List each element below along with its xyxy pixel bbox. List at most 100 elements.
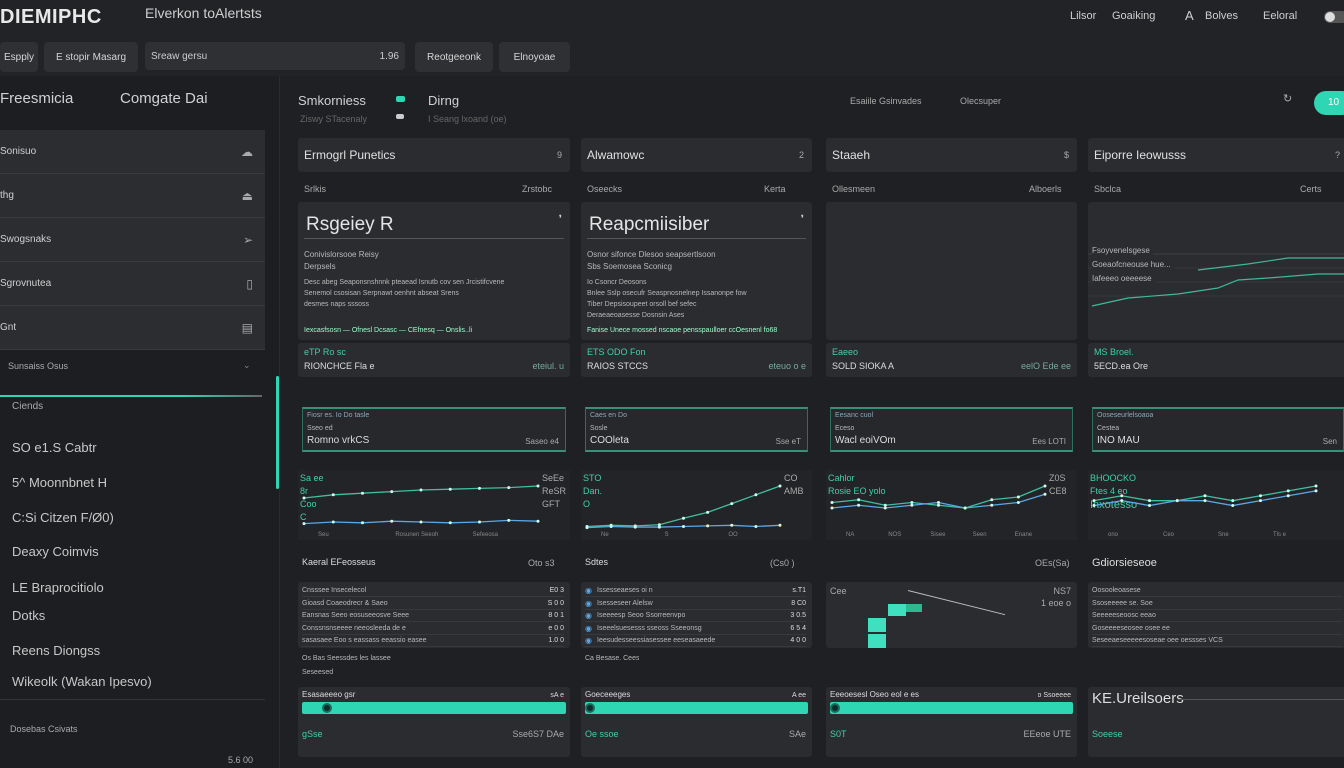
section-right: Oto s3 <box>528 558 555 568</box>
sidebar-list-item[interactable]: Reens Diongss <box>12 643 101 658</box>
pin-icon[interactable]: ❜ <box>558 214 562 225</box>
employee-button[interactable]: Elnoyoae <box>499 42 570 72</box>
series-line <box>1093 490 1317 507</box>
card-value: Reapcmiisiber <box>589 214 710 235</box>
layout-icon[interactable]: ▤ <box>241 320 253 335</box>
progress-foot-right: SAe <box>788 729 806 739</box>
progress-bar[interactable] <box>302 702 566 714</box>
data-point <box>778 484 782 488</box>
card-line: Tiber Depsisoupeet orsoll bef sefec <box>587 301 697 308</box>
nav-item-3[interactable]: A <box>1185 8 1194 23</box>
sidebar-list-item[interactable]: Dotks <box>12 608 46 623</box>
file-icon[interactable]: ▯ <box>246 276 253 291</box>
list-row[interactable]: Cnsssee Insecelecol E0 3 <box>302 585 564 597</box>
sidebar-item[interactable]: thg ⏏ <box>0 174 265 218</box>
series-line <box>1093 485 1317 502</box>
list-row[interactable]: Iseeelsuesesss sseoss Sseeonsg ◉ 6 5 4 <box>585 623 806 635</box>
data-point <box>682 524 685 528</box>
sidebar-item[interactable]: Swogsnaks ➢ <box>0 218 265 262</box>
report-button[interactable]: Reotgeeonk <box>415 42 493 72</box>
sidebar-list-item[interactable]: SO e1.S Cabtr <box>12 440 97 455</box>
section-note-2: Seseesed <box>302 669 334 676</box>
list-row-value: 4 0 0 <box>790 637 806 644</box>
progress-fill <box>302 702 566 714</box>
chart-axis-label: Z0S <box>1049 473 1066 483</box>
progress-handle[interactable] <box>322 703 332 713</box>
primary-action-button[interactable]: 10 <box>1314 91 1344 115</box>
upload-icon[interactable]: ⏏ <box>241 188 253 203</box>
card-footer: Eaeeo SOLD SIOKA A eelO Ede ee <box>826 343 1077 377</box>
footer-right: eteuo o e <box>768 361 806 371</box>
sidebar-list-item[interactable]: Wikeolk (Wakan Ipesvo) <box>12 674 152 689</box>
progress-handle[interactable] <box>585 703 595 713</box>
x-tick-label: Ne <box>601 532 609 538</box>
chart-label: Ftes 4 eo <box>1090 486 1128 496</box>
list-row[interactable]: Seeeeeseoosc eeao <box>1092 610 1342 622</box>
list-row[interactable]: Eansnas Seeo eosuseeosve Seee 8 0 1 <box>302 610 564 622</box>
footer-right: eelO Ede ee <box>1020 361 1071 371</box>
list-row[interactable]: Goseeeeseosee osee ee <box>1092 623 1342 635</box>
theme-toggle[interactable] <box>1324 11 1344 23</box>
header-link-1[interactable]: Esaiile Gsinvades <box>850 96 922 106</box>
nav-item-4[interactable]: Bolves <box>1205 10 1239 22</box>
chart-axis-label: SeEe <box>542 473 565 483</box>
sidebar-list-item[interactable]: C:Si Citzen F/Ø0) <box>12 510 114 525</box>
header-link-2[interactable]: Olecsuper <box>960 96 1002 106</box>
filter-button[interactable]: E stopir Masarg <box>44 42 138 72</box>
list-row[interactable]: Issesseaeses oi n ◉ s.T1 <box>585 585 806 597</box>
card-count: ? <box>1334 150 1340 160</box>
card-header[interactable]: Ermogrl Punetics 9 <box>298 138 570 172</box>
list-row-label: Eansnas Seeo eosuseeosve Seee <box>302 612 410 619</box>
footer-tag: eTP Ro sc <box>304 347 346 357</box>
search-input[interactable]: Sreaw gersu 1.96 <box>145 42 405 70</box>
app-logo: DIEMIPHC <box>0 6 102 28</box>
sidebar-list-item[interactable]: LE Braprocitiolo <box>12 580 104 595</box>
list-row[interactable]: Gioasd Coaeodrecr & Saeo S 0 0 <box>302 598 564 610</box>
sidebar-menu: Sonisuo ☁ thg ⏏ Swogsnaks ➢ Sgrovnutea ▯ Gnt ▤ <box>0 130 265 350</box>
list-row[interactable]: Ieesudesseessiasessee eeseasaeede ◉ 4 0 0 <box>585 635 806 647</box>
progress-bar[interactable] <box>830 702 1073 714</box>
apply-button[interactable]: Espply <box>0 42 38 72</box>
cloud-icon[interactable]: ☁ <box>241 144 253 159</box>
legend-entry: Iafeeeo oeeeese <box>1092 274 1155 284</box>
nav-item-5[interactable]: Eeloral <box>1263 10 1298 22</box>
sidebar-item[interactable]: Sonisuo ☁ <box>0 130 265 174</box>
stat-value: COOleta <box>590 435 629 446</box>
arrow-icon[interactable]: ➢ <box>242 232 253 247</box>
card-count: $ <box>1063 150 1069 160</box>
list-row[interactable]: Ssoseeeee se. Soe <box>1092 598 1342 610</box>
data-point <box>1175 499 1179 503</box>
list-row-value: S 0 0 <box>547 599 564 607</box>
card-header[interactable]: Alwamowc 2 <box>581 138 812 172</box>
x-tick-label: Rosunen Seeoh <box>395 532 439 538</box>
chart-label: Rosie EO yolo <box>828 486 886 496</box>
chevron-down-icon[interactable]: ⌄ <box>243 360 251 370</box>
scrollbar[interactable] <box>276 376 279 489</box>
list-row[interactable]: Seseeaeseeeeesoseae oee oessses VCS <box>1092 635 1342 647</box>
list-row-label: Seeeeeseoosc eeao <box>1092 612 1156 619</box>
card-header[interactable]: Eiporre Ieowusss? <box>1088 138 1344 172</box>
sidebar-item[interactable]: Sgrovnutea ▯ <box>0 262 265 306</box>
progress-bar[interactable] <box>585 702 808 714</box>
list-row[interactable]: sasasaee Eoo s eassass eeassio easee 1.0 … <box>302 635 564 647</box>
data-point <box>1314 484 1318 488</box>
data-point <box>1120 499 1124 503</box>
sidebar-list-item[interactable]: Deaxy Coimvis <box>12 544 99 559</box>
sidebar-item[interactable]: Gnt ▤ <box>0 306 265 350</box>
sidebar-list-item[interactable]: 5^ Moonnbnet H <box>12 475 107 490</box>
pin-icon[interactable]: ❜ <box>800 214 804 225</box>
list-row[interactable]: Oosooleoasese <box>1092 585 1342 597</box>
refresh-icon[interactable]: ↻ <box>1283 93 1293 105</box>
progress-handle[interactable] <box>830 703 840 713</box>
nav-item-1[interactable]: Lilsor <box>1070 10 1097 22</box>
card-count: 2 <box>798 150 804 160</box>
list-row[interactable]: Conssnsnseeee neeosleeda de e e 0 0 <box>302 623 564 635</box>
list-row-label: Oosooleoasese <box>1092 587 1141 594</box>
bar-mark <box>888 604 906 616</box>
nav-item-2[interactable]: Goaiking <box>1112 10 1156 22</box>
list-row[interactable]: Iseeeesp Seoo Ssorreenvpo ◉ 3 0.5 <box>585 610 806 622</box>
data-point <box>963 506 967 510</box>
list-row[interactable]: Isesseseer Alelsw ◉ 8 C0 <box>585 598 806 610</box>
card-header[interactable]: Staaeh $ <box>826 138 1077 172</box>
list-row-value: s.T1 <box>792 587 806 594</box>
